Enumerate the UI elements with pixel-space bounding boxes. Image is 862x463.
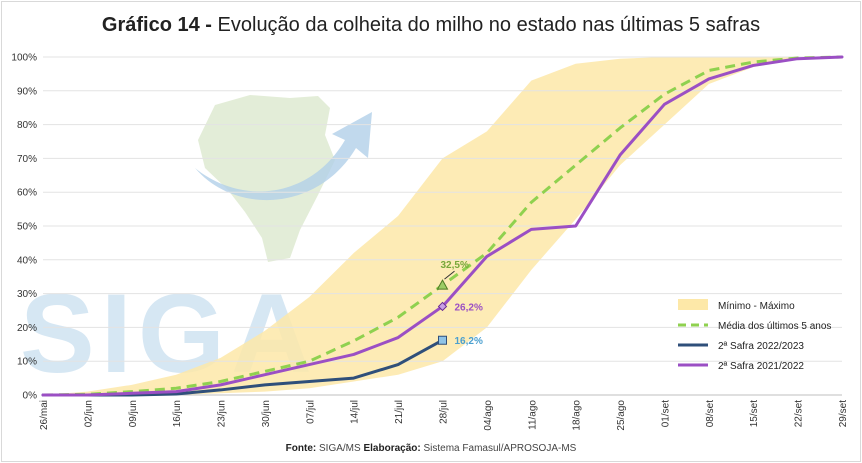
x-tick-label: 14/jul: [350, 400, 361, 424]
x-tick-label: 15/set: [749, 400, 760, 427]
footer-fonte-value: SIGA/MS: [319, 443, 361, 454]
x-tick-label: 08/set: [705, 400, 716, 427]
y-tick-label: 50%: [17, 222, 37, 233]
x-tick-label: 23/jun: [217, 400, 228, 427]
legend-label: 2ª Safra 2022/2023: [718, 341, 804, 352]
legend-swatch-band: [678, 299, 708, 310]
x-tick-label: 07/jul: [305, 400, 316, 424]
legend-label: Mínimo - Máximo: [718, 301, 795, 312]
annotation-leader: [444, 270, 455, 280]
annotation-label: 32,5%: [441, 260, 469, 271]
x-tick-label: 04/ago: [483, 400, 494, 431]
footer-elab-label: Elaboração:: [363, 443, 421, 454]
x-tick-label: 16/jun: [172, 400, 183, 427]
x-tick-label: 02/jun: [83, 400, 94, 427]
chart-title: Gráfico 14 - Evolução da colheita do mil…: [0, 14, 862, 37]
x-tick-label: 01/set: [660, 400, 671, 427]
y-tick-label: 90%: [17, 86, 37, 97]
chart-title-text: Evolução da colheita do milho no estado …: [217, 14, 761, 36]
y-tick-label: 0%: [23, 391, 38, 402]
x-tick-label: 28/jul: [439, 400, 450, 424]
x-tick-label: 25/ago: [616, 400, 627, 431]
marker-triangle: [436, 279, 449, 290]
chart-title-bold: Gráfico 14 -: [101, 14, 212, 36]
y-tick-label: 70%: [17, 154, 37, 165]
marker-square: [438, 335, 447, 345]
x-tick-label: 26/mai: [39, 400, 50, 430]
y-tick-label: 30%: [17, 289, 37, 300]
y-tick-label: 60%: [17, 188, 37, 199]
x-tick-label: 18/ago: [572, 400, 583, 431]
y-tick-label: 100%: [11, 53, 37, 64]
y-tick-label: 80%: [17, 120, 37, 131]
footer: Fonte: SIGA/MS Elaboração: Sistema Famas…: [0, 443, 862, 454]
x-tick-label: 11/ago: [527, 400, 538, 430]
x-tick-label: 22/set: [794, 400, 805, 427]
x-tick-label: 30/jun: [261, 400, 272, 427]
arrow-shape-icon: [195, 112, 372, 201]
x-tick-label: 29/set: [838, 400, 849, 427]
background-logo: [195, 95, 372, 262]
annotation-label: 26,2%: [455, 302, 483, 313]
legend-label: 2ª Safra 2021/2022: [718, 361, 804, 372]
footer-elab-value: Sistema Famasul/APROSOJA-MS: [423, 443, 577, 454]
footer-fonte-label: Fonte:: [285, 443, 317, 454]
marker-diamond: [437, 301, 448, 312]
x-tick-label: 09/jun: [128, 400, 139, 427]
legend-label: Média dos últimos 5 anos: [718, 321, 831, 332]
y-tick-label: 10%: [17, 357, 37, 368]
y-tick-label: 20%: [17, 323, 37, 334]
annotation-label: 16,2%: [455, 336, 483, 347]
x-tick-label: 21/jul: [394, 400, 405, 424]
y-tick-label: 40%: [17, 255, 37, 266]
map-shape-icon: [198, 95, 335, 262]
